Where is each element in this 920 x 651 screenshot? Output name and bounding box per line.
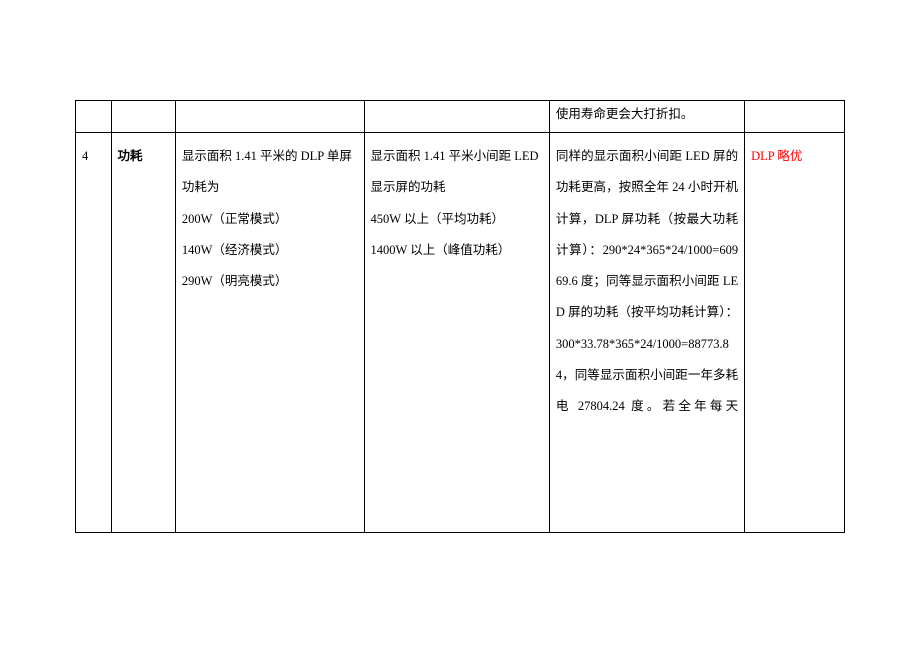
cell-compare: 同样的显示面积小间距 LED 屏的功耗更高，按照全年 24 小时开机计算，DLP…: [549, 133, 744, 533]
table-row-prev: 使用寿命更会大打折扣。: [76, 101, 845, 133]
cell-led: 显示面积 1.41 平米小间距 LED 显示屏的功耗450W 以上（平均功耗）1…: [364, 133, 549, 533]
cell-name: 功耗: [111, 133, 175, 533]
cell-prev-result: [745, 101, 845, 133]
cell-dlp: 显示面积 1.41 平米的 DLP 单屏功耗为200W（正常模式）140W（经济…: [175, 133, 364, 533]
cell-result: DLP 略优: [745, 133, 845, 533]
table-row-4: 4 功耗 显示面积 1.41 平米的 DLP 单屏功耗为200W（正常模式）14…: [76, 133, 845, 533]
cell-num: 4: [76, 133, 112, 533]
cell-prev-led: [364, 101, 549, 133]
cell-prev-compare: 使用寿命更会大打折扣。: [549, 101, 744, 133]
cell-prev-name: [111, 101, 175, 133]
comparison-table: 使用寿命更会大打折扣。 4 功耗 显示面积 1.41 平米的 DLP 单屏功耗为…: [75, 100, 845, 533]
cell-prev-dlp: [175, 101, 364, 133]
cell-prev-num: [76, 101, 112, 133]
